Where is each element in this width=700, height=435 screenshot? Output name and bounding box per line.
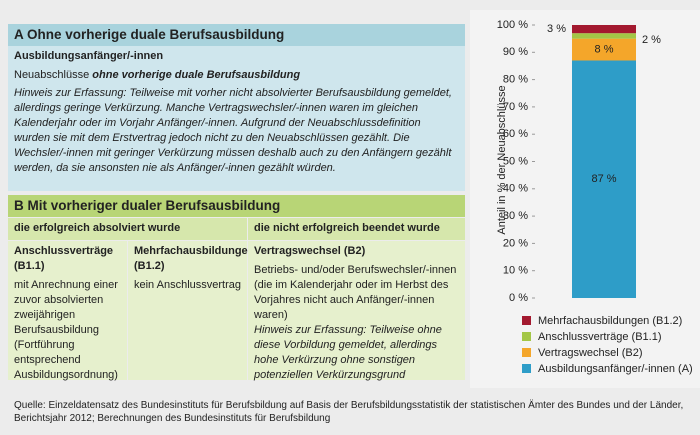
section-a-subtitle: Ausbildungsanfänger/-innen xyxy=(14,50,164,62)
y-tick-label: 20 % xyxy=(503,237,528,249)
legend-label: Vertragswechsel (B2) xyxy=(538,347,643,359)
y-axis-label: Anteil in % der Neuabschlüsse xyxy=(496,85,508,234)
y-tick-label: 40 % xyxy=(503,183,528,195)
column-title: Mehrfachausbildungen (B1.2) xyxy=(134,245,255,272)
value-label: 87 % xyxy=(591,173,616,185)
y-tick-label: 100 % xyxy=(497,19,528,31)
column: Anschlussverträge (B1.1) mit Anrechnung … xyxy=(8,241,127,381)
bar-segment xyxy=(572,38,636,61)
legend-swatch xyxy=(522,316,531,325)
bar-segment xyxy=(572,60,636,298)
column-title: Vertragswechsel (B2) xyxy=(254,245,366,257)
section-a-body: Ausbildungsanfänger/-innen Neuabschlüsse… xyxy=(8,46,465,191)
column: Vertragswechsel (B2) Betriebs- und/oder … xyxy=(248,241,465,381)
column: Mehrfachausbildungen (B1.2) kein Anschlu… xyxy=(128,241,255,380)
column-header: die erfolgreich absolviert wurde xyxy=(8,218,247,240)
value-label: 2 % xyxy=(642,34,661,46)
legend-label: Anschlussverträge (B1.1) xyxy=(538,331,662,343)
value-label: 3 % xyxy=(547,23,566,35)
legend-label: Ausbildungsanfänger/-innen (A) xyxy=(538,363,693,375)
legend-swatch xyxy=(522,332,531,341)
legend-label: Mehrfachausbildungen (B1.2) xyxy=(538,315,682,327)
y-tick-label: 10 % xyxy=(503,265,528,277)
text: Neuabschlüsse xyxy=(14,69,90,81)
value-label: 8 % xyxy=(595,43,614,55)
source: Quelle: Einzeldatensatz des Bundesinstit… xyxy=(14,400,684,424)
y-tick-label: 90 % xyxy=(503,46,528,58)
column-title: Anschlussverträge (B1.1) xyxy=(14,245,114,272)
bar-segment xyxy=(572,25,636,34)
y-tick-label: 70 % xyxy=(503,101,528,113)
y-tick-label: 30 % xyxy=(503,210,528,222)
section-a-note: Hinweis zur Erfassung: Teilweise mit vor… xyxy=(14,87,452,174)
section-b-title: B Mit vorheriger dualer Berufsausbildung xyxy=(8,195,465,217)
column-text: kein Anschlussvertrag xyxy=(134,279,241,291)
column-note: Hinweis zur Erfassung: Teilweise ohne di… xyxy=(254,324,442,381)
y-tick-label: 60 % xyxy=(503,128,528,140)
legend-swatch xyxy=(522,348,531,357)
y-tick-label: 80 % xyxy=(503,74,528,86)
section-a-line: Neuabschlüsse ohne vorherige duale Beruf… xyxy=(14,68,459,83)
y-tick-label: 50 % xyxy=(503,155,528,167)
column-header: die nicht erfolgreich beendet wurde xyxy=(248,218,465,240)
section-a-title: A Ohne vorherige duale Berufsausbildung xyxy=(8,24,465,46)
text: ohne vorherige duale Berufsausbildung xyxy=(92,69,301,81)
legend-swatch xyxy=(522,364,531,373)
column-text: Betriebs- und/oder Berufswechsler/-innen… xyxy=(254,264,457,321)
chart: Anteil in % der Neuabschlüsse 0 % 10 % 20 … xyxy=(470,10,700,388)
column-text: mit Anrechnung einer zuvor absolvierten … xyxy=(14,279,118,381)
bar-segment xyxy=(572,33,636,39)
y-tick-label: 0 % xyxy=(509,292,528,304)
